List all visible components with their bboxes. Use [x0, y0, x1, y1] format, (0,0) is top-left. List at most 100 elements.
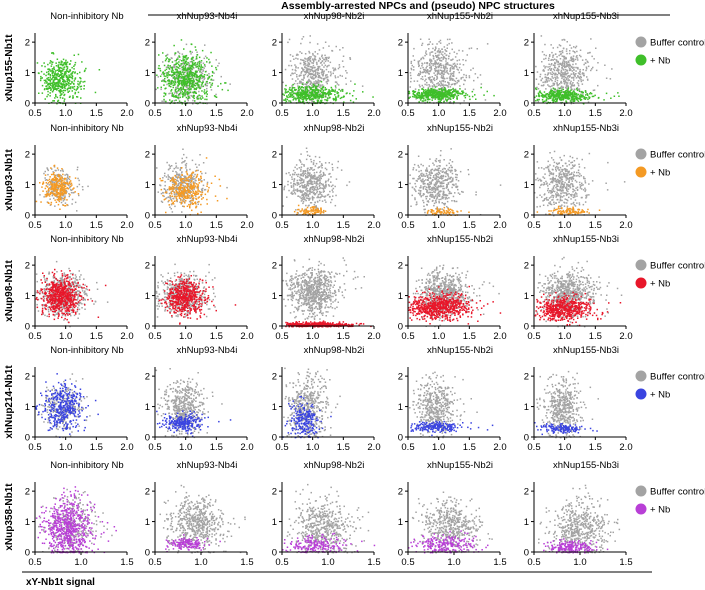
- nb-point: [471, 95, 474, 98]
- control-point: [556, 84, 559, 87]
- nb-point: [300, 93, 303, 95]
- nb-point: [330, 86, 333, 89]
- control-point: [68, 178, 71, 181]
- control-point: [311, 58, 314, 60]
- nb-point: [51, 70, 53, 72]
- control-point: [569, 69, 571, 71]
- nb-point: [54, 76, 57, 78]
- nb-point: [58, 182, 61, 185]
- nb-point: [53, 172, 55, 174]
- control-point: [449, 75, 451, 78]
- nb-point: [299, 91, 301, 93]
- control-point: [552, 59, 554, 61]
- nb-point: [50, 89, 52, 91]
- nb-point: [185, 58, 187, 60]
- control-point: [425, 78, 427, 81]
- nb-point: [189, 81, 191, 83]
- control-point: [200, 85, 203, 88]
- nb-point: [201, 66, 204, 68]
- nb-point: [71, 76, 73, 79]
- control-point: [440, 56, 443, 59]
- nb-point: [331, 90, 333, 92]
- control-point: [315, 72, 317, 74]
- control-point: [173, 99, 176, 102]
- nb-point: [50, 173, 53, 176]
- control-point: [335, 45, 337, 48]
- control-point: [567, 75, 570, 77]
- nb-point: [412, 90, 415, 92]
- control-point: [410, 68, 413, 71]
- control-point: [323, 58, 325, 61]
- control-point: [453, 68, 455, 70]
- control-point: [438, 72, 440, 75]
- nb-point: [54, 78, 56, 81]
- nb-point: [177, 82, 180, 84]
- nb-point: [54, 82, 56, 84]
- control-point: [577, 68, 579, 70]
- nb-point: [60, 82, 63, 84]
- control-point: [316, 71, 319, 74]
- nb-point: [193, 74, 196, 77]
- control-point: [562, 61, 564, 63]
- control-point: [336, 83, 339, 85]
- nb-point: [73, 65, 75, 67]
- nb-point: [182, 73, 185, 75]
- control-point: [334, 81, 337, 83]
- x-tick-label: 0.5: [401, 108, 414, 119]
- nb-point: [284, 90, 287, 92]
- control-point: [556, 82, 558, 84]
- nb-point: [332, 89, 334, 91]
- control-point: [327, 76, 329, 78]
- nb-point: [337, 96, 339, 98]
- nb-point: [178, 73, 181, 75]
- control-point: [595, 47, 597, 49]
- nb-point: [54, 177, 57, 179]
- nb-point: [73, 68, 75, 70]
- control-point: [176, 70, 179, 72]
- control-point: [450, 67, 452, 69]
- nb-point: [189, 67, 191, 70]
- control-point: [566, 64, 568, 66]
- nb-point: [57, 64, 60, 66]
- control-point: [435, 56, 438, 58]
- control-point: [443, 85, 445, 87]
- nb-point: [57, 173, 60, 176]
- control-point: [553, 82, 556, 85]
- control-point: [577, 72, 580, 74]
- control-point: [541, 77, 544, 80]
- control-point: [443, 77, 446, 80]
- nb-point: [57, 65, 59, 67]
- nb-point: [76, 85, 79, 88]
- control-point: [311, 86, 313, 89]
- nb-point: [182, 60, 185, 62]
- control-point: [445, 63, 447, 65]
- control-point: [418, 74, 420, 77]
- nb-point: [40, 75, 42, 78]
- y-tick-label: 2: [524, 38, 529, 49]
- nb-point: [71, 75, 74, 78]
- nb-point: [156, 74, 158, 76]
- nb-point: [569, 91, 572, 94]
- control-point: [303, 62, 306, 64]
- control-point: [199, 95, 201, 97]
- control-point: [587, 65, 590, 68]
- control-point: [320, 61, 323, 64]
- nb-point: [191, 63, 194, 65]
- control-point: [320, 77, 322, 79]
- control-point: [432, 63, 435, 65]
- control-point: [551, 58, 553, 61]
- nb-point: [179, 73, 182, 75]
- nb-point: [198, 65, 201, 68]
- nb-point: [567, 92, 570, 94]
- control-point: [206, 84, 208, 87]
- nb-point: [188, 96, 190, 98]
- control-point: [549, 85, 552, 88]
- nb-point: [57, 87, 60, 89]
- nb-point: [189, 75, 191, 78]
- nb-point: [61, 69, 64, 71]
- nb-point: [68, 85, 70, 87]
- nb-point: [42, 181, 45, 183]
- nb-point: [74, 64, 76, 66]
- nb-point: [577, 97, 580, 100]
